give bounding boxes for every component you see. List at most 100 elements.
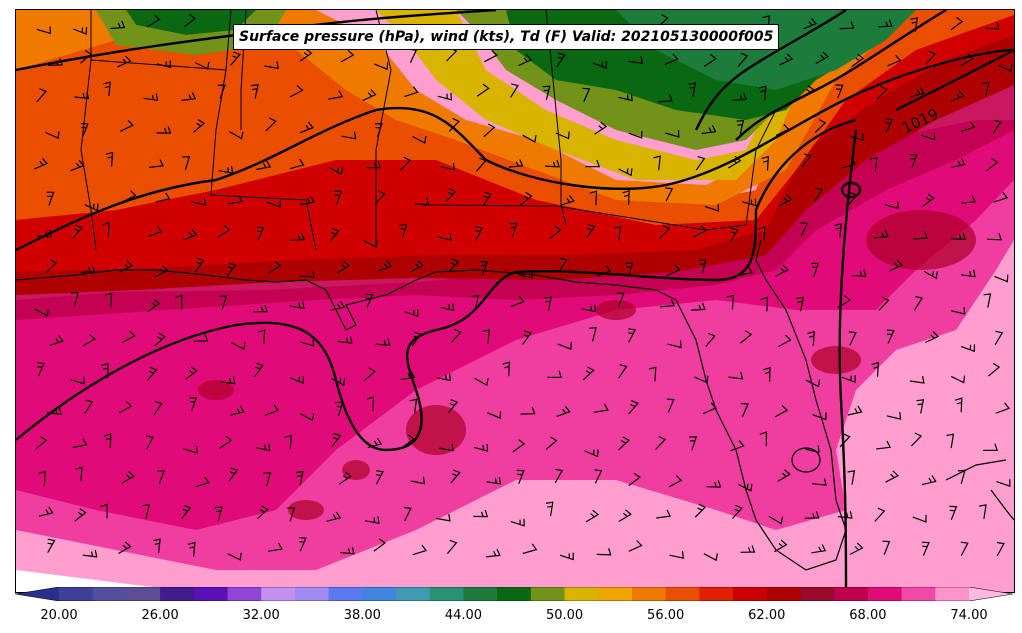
wind-barb [954,397,963,413]
wind-barb [628,540,643,552]
wind-barb [399,223,408,239]
wind-barb [473,443,489,452]
wind-barb [119,260,134,273]
wind-barb [520,406,536,415]
wind-barb [582,366,595,381]
wind-barb [616,292,625,307]
wind-barb [474,377,489,387]
wind-barb [157,470,165,485]
wind-barb [628,400,639,415]
wind-barb [437,92,453,101]
wind-barb [215,506,223,521]
wind-barb [847,405,863,416]
wind-barb [412,135,427,144]
wind-barb [777,469,791,482]
wind-barb [592,61,607,69]
wind-barb [195,257,205,273]
colorbar-cell [160,587,195,601]
dewpoint-band-magenta-dark [16,80,1014,320]
wind-barb [101,362,109,378]
wind-barb [439,443,454,452]
wind-barb [995,402,1010,414]
wind-barb [476,157,487,172]
wind-barb [882,540,891,555]
colorbar-cell [665,587,700,601]
wind-barb [618,93,633,102]
wind-barb [155,192,171,203]
wind-barb [80,264,96,273]
wind-barb [103,433,112,449]
wind-barb [70,376,85,385]
wind-barb [874,230,889,239]
wind-barb [834,223,842,238]
wind-barb [289,376,305,384]
wind-barb [547,370,563,379]
wind-barb [545,159,560,168]
wind-barb [909,375,925,384]
wind-barb [45,259,58,273]
colorbar-cell [766,587,801,601]
wind-barb [219,435,233,449]
wind-barb [851,53,865,67]
wind-barb [581,304,597,313]
wind-barb [921,541,930,556]
wind-barb [993,191,1008,203]
wind-barb [72,224,83,239]
wind-barb [586,223,596,239]
colorbar-cell [92,587,127,601]
wind-barb [38,506,54,517]
wind-barb [811,262,820,277]
colorbar-tick-label: 56.00 [647,608,685,623]
wind-barb [146,435,154,450]
wind-barb [80,122,89,138]
wind-barb [847,470,856,485]
wind-barb [957,469,966,485]
wind-barb [664,53,679,66]
wind-barb [414,197,430,205]
colorbar-cell [699,587,734,601]
wind-barb [378,260,393,272]
wind-barb [703,53,717,67]
wind-barb [916,399,925,414]
wind-barb [365,293,374,308]
wind-barb [289,158,305,170]
wind-barb [412,331,422,346]
wind-barb [510,83,519,98]
wind-barb [779,53,794,66]
wind-barb [185,366,198,380]
wind-barb [981,82,990,97]
colorbar [15,587,1013,601]
wind-barb [557,342,572,350]
wind-barb [483,123,496,138]
wind-barb [849,542,864,555]
wind-barb [925,50,937,65]
wind-barb [585,159,601,168]
wind-barb [666,398,675,413]
wind-barb [84,399,94,415]
wind-barb [847,192,858,207]
wind-barb [584,449,599,458]
wind-barb [182,156,191,171]
dewpoint-band-orange [16,10,916,205]
wind-barb [84,203,99,212]
colorbar-tick-label: 20.00 [40,608,78,623]
wind-barb [815,51,830,65]
wind-barb [774,405,789,418]
wind-barb [485,548,501,558]
wind-barb [364,516,380,525]
wind-barb [921,475,937,486]
wind-barb [703,553,718,562]
wind-barb [596,548,612,556]
wind-barb [740,330,753,344]
wind-barb [220,376,236,385]
wind-barb [373,538,387,552]
wind-barb [618,509,632,523]
wind-barb [736,119,745,135]
wind-barb [988,362,1001,377]
wind-barb [330,377,346,386]
wind-barb [669,551,684,559]
wind-barb [263,472,272,487]
wind-barb [509,222,518,237]
wind-barb [265,117,277,132]
colorbar-cell [261,587,296,601]
